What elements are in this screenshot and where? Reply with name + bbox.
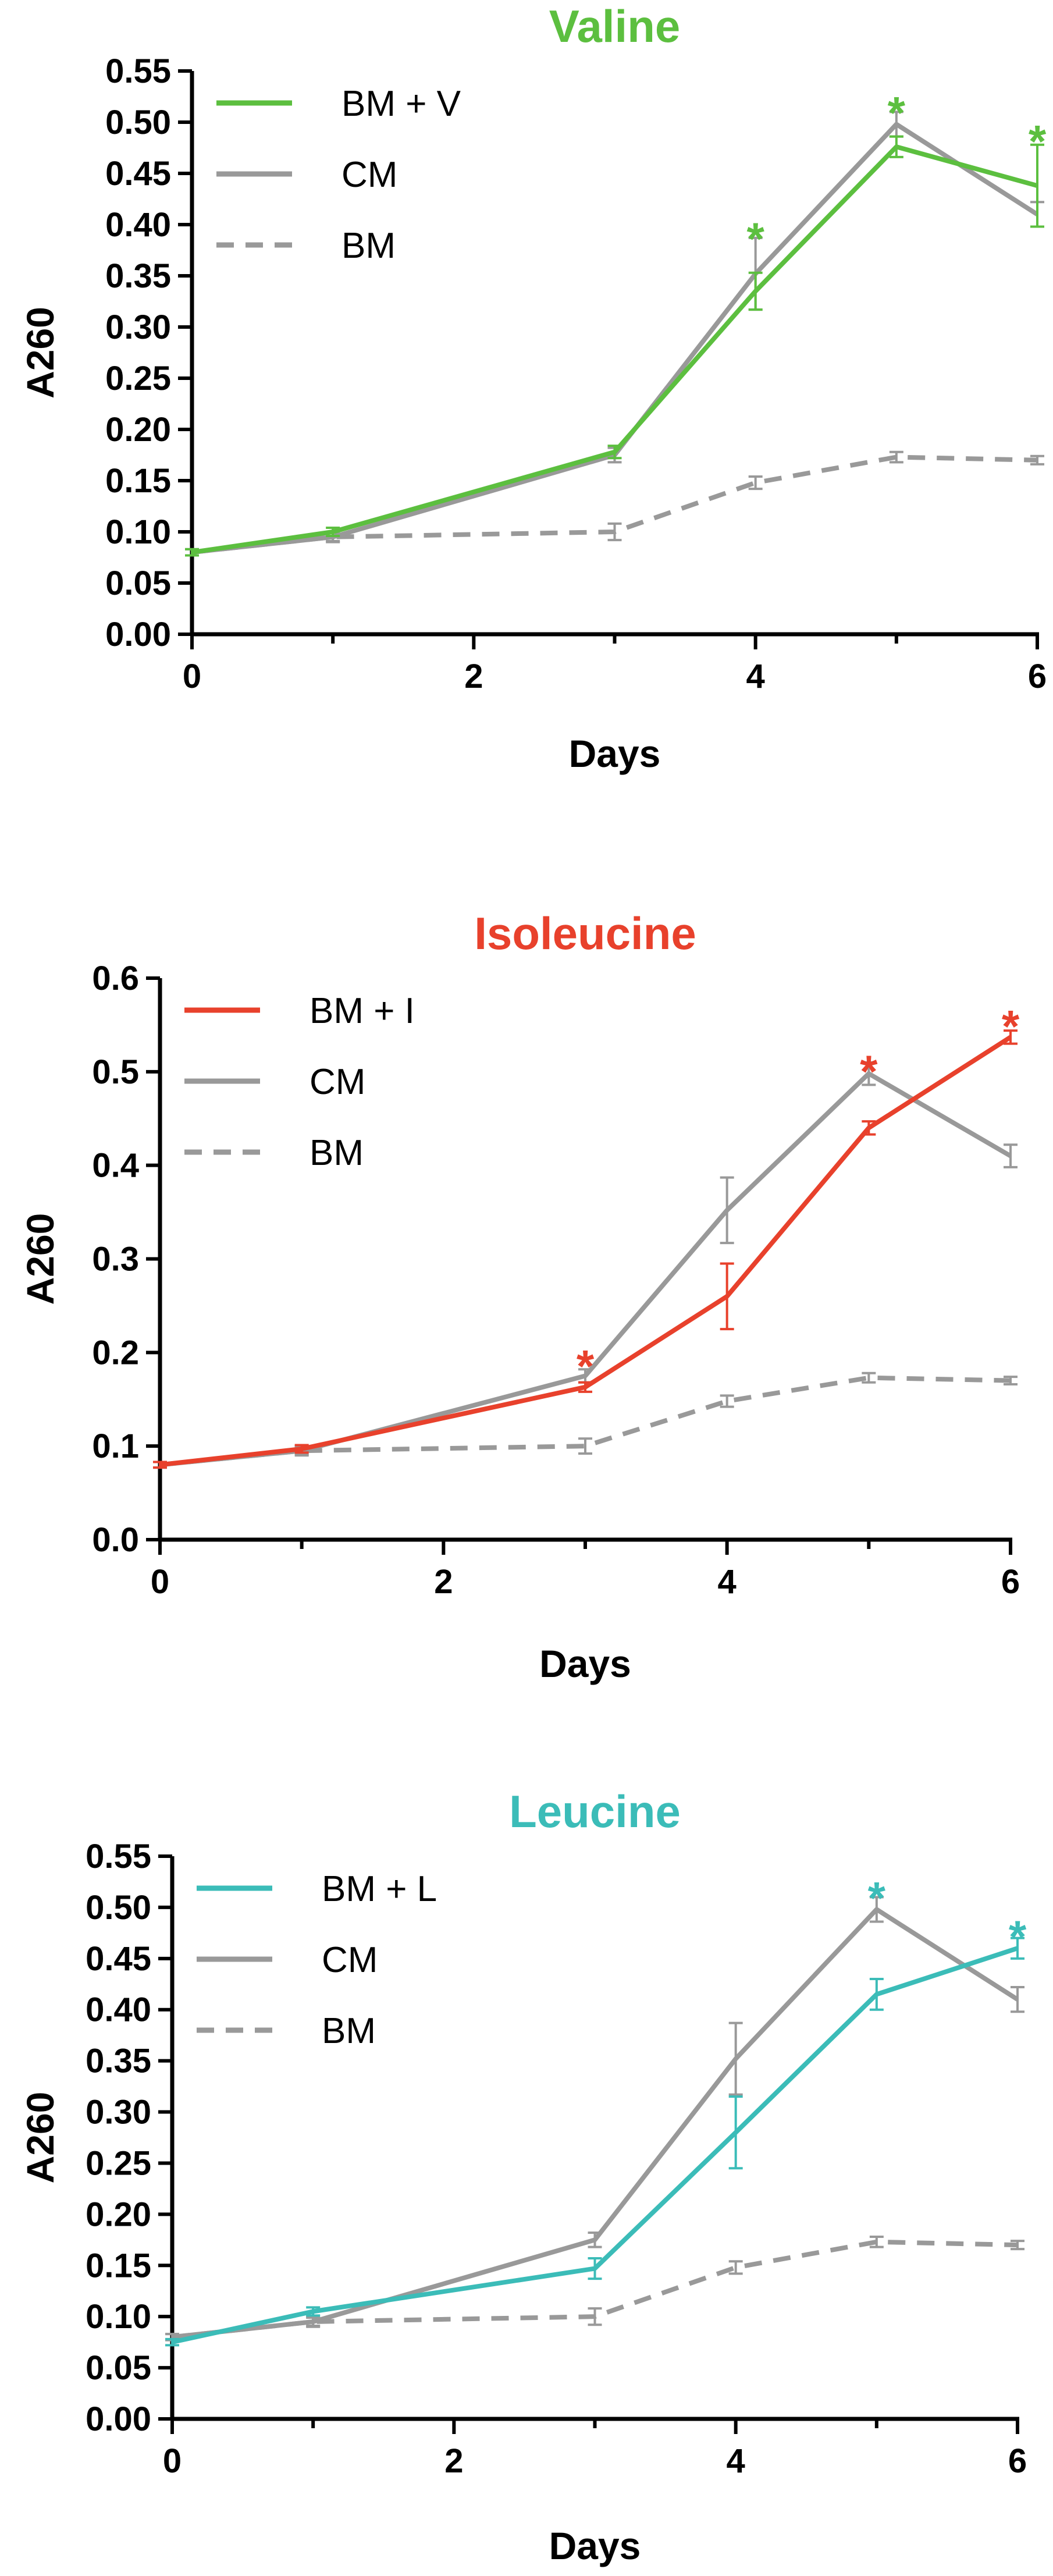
x-tick-label: 2 <box>444 2442 463 2480</box>
x-tick-label: 6 <box>1008 2442 1027 2480</box>
x-tick-label: 2 <box>434 1563 453 1601</box>
x-tick-label: 0 <box>163 2442 182 2480</box>
series-bm-v <box>185 135 1044 557</box>
legend-label: BM + L <box>322 1869 437 1909</box>
legend: BM + V CM BM <box>216 84 461 266</box>
y-tick-label: 0.0 <box>92 1521 139 1559</box>
significance-star: * <box>888 87 906 138</box>
y-tick-label: 0.55 <box>86 1838 151 1875</box>
legend-label: BM <box>310 1133 364 1173</box>
chart-title: Isoleucine <box>474 908 696 959</box>
significance-star: * <box>746 213 764 264</box>
y-tick-label: 0.50 <box>86 1889 151 1927</box>
x-tick-label: 4 <box>727 2442 745 2480</box>
series-line <box>172 1946 1019 2345</box>
y-tick-label: 0.10 <box>105 513 171 551</box>
y-axis-title: A260 <box>19 2092 62 2184</box>
y-tick-label: 0.10 <box>86 2298 151 2336</box>
series-cm <box>185 111 1044 557</box>
legend-label: BM <box>341 226 396 266</box>
y-tick-label: 0.50 <box>105 104 171 141</box>
y-tick-label: 0.40 <box>105 206 171 244</box>
y-tick-label: 0.35 <box>105 257 171 295</box>
y-tick-label: 0.6 <box>92 960 139 997</box>
x-axis-title: Days <box>539 1642 631 1685</box>
y-tick-label: 0.25 <box>105 360 171 397</box>
x-tick-label: 4 <box>718 1563 737 1601</box>
significance-star: * <box>868 1872 886 1923</box>
series-line <box>172 1907 1019 2340</box>
significance-star: * <box>860 1046 878 1097</box>
x-axis-title: Days <box>549 2524 641 2567</box>
y-tick-label: 0.45 <box>86 1940 151 1978</box>
legend: BM + L CM BM <box>197 1869 437 2051</box>
y-tick-label: 0.55 <box>105 52 171 90</box>
y-tick-label: 0.30 <box>105 308 171 346</box>
y-tick-label: 0.2 <box>92 1334 139 1372</box>
y-tick-label: 0.25 <box>86 2144 151 2182</box>
x-tick-label: 4 <box>746 658 765 695</box>
series-cm <box>153 1061 1018 1469</box>
series-line <box>191 122 1039 555</box>
legend-label: CM <box>310 1062 365 1102</box>
series-line <box>159 1071 1012 1468</box>
x-tick-label: 6 <box>1001 1563 1020 1601</box>
y-tick-label: 0.35 <box>86 2042 151 2080</box>
series-line <box>191 144 1038 555</box>
y-tick-label: 0.15 <box>86 2247 151 2284</box>
series-line <box>159 1035 1012 1468</box>
y-tick-label: 0.30 <box>86 2094 151 2131</box>
y-tick-label: 0.1 <box>92 1427 139 1465</box>
series-bm-l <box>165 1937 1024 2347</box>
series-cm <box>165 1896 1024 2342</box>
y-tick-label: 0.40 <box>86 1991 151 2029</box>
chart-title: Leucine <box>509 1786 681 1837</box>
chart-panel-3: Leucine 0.00 0.05 0.10 0.15 0.20 0.25 0.30 0.35 0… <box>19 1786 1027 2567</box>
y-tick-label: 0.00 <box>105 616 171 653</box>
y-tick-label: 0.20 <box>105 411 171 449</box>
x-tick-label: 6 <box>1028 658 1047 695</box>
significance-star: * <box>577 1340 595 1391</box>
legend-label: BM + V <box>341 84 461 124</box>
y-tick-label: 0.05 <box>86 2349 151 2387</box>
chart-title: Valine <box>549 1 680 52</box>
y-tick-label: 0.05 <box>105 564 171 602</box>
legend-label: BM <box>322 2011 376 2051</box>
significance-star: * <box>1002 1001 1020 1052</box>
x-tick-label: 2 <box>464 658 483 695</box>
x-axis-title: Days <box>569 732 661 775</box>
significance-star: * <box>1029 116 1047 167</box>
y-axis-title: A260 <box>19 307 62 399</box>
x-tick-label: 0 <box>183 658 201 695</box>
y-tick-label: 0.4 <box>92 1147 139 1185</box>
chart-panel-1: Valine 0.00 0.05 0.10 0.15 0.20 0.25 0.30 0.35 0.… <box>19 1 1047 775</box>
legend-label: BM + I <box>310 991 415 1031</box>
series-bm-i <box>153 1029 1018 1469</box>
legend: BM + I CM BM <box>184 991 415 1173</box>
legend-label: CM <box>322 1940 378 1980</box>
y-tick-label: 0.20 <box>86 2195 151 2233</box>
y-tick-label: 0.45 <box>105 155 171 193</box>
legend-label: CM <box>341 155 397 195</box>
chart-panel-2: Isoleucine 0.0 0.1 0.2 0.3 0.4 0.5 0.6 0 2 4 6 Days A… <box>19 908 1020 1685</box>
significance-star: * <box>1009 1911 1027 1962</box>
y-axis-title: A260 <box>19 1213 62 1305</box>
y-tick-label: 0.3 <box>92 1241 139 1278</box>
y-tick-label: 0.5 <box>92 1053 139 1091</box>
y-tick-label: 0.00 <box>86 2400 151 2438</box>
y-tick-label: 0.15 <box>105 462 171 500</box>
x-tick-label: 0 <box>151 1563 169 1601</box>
